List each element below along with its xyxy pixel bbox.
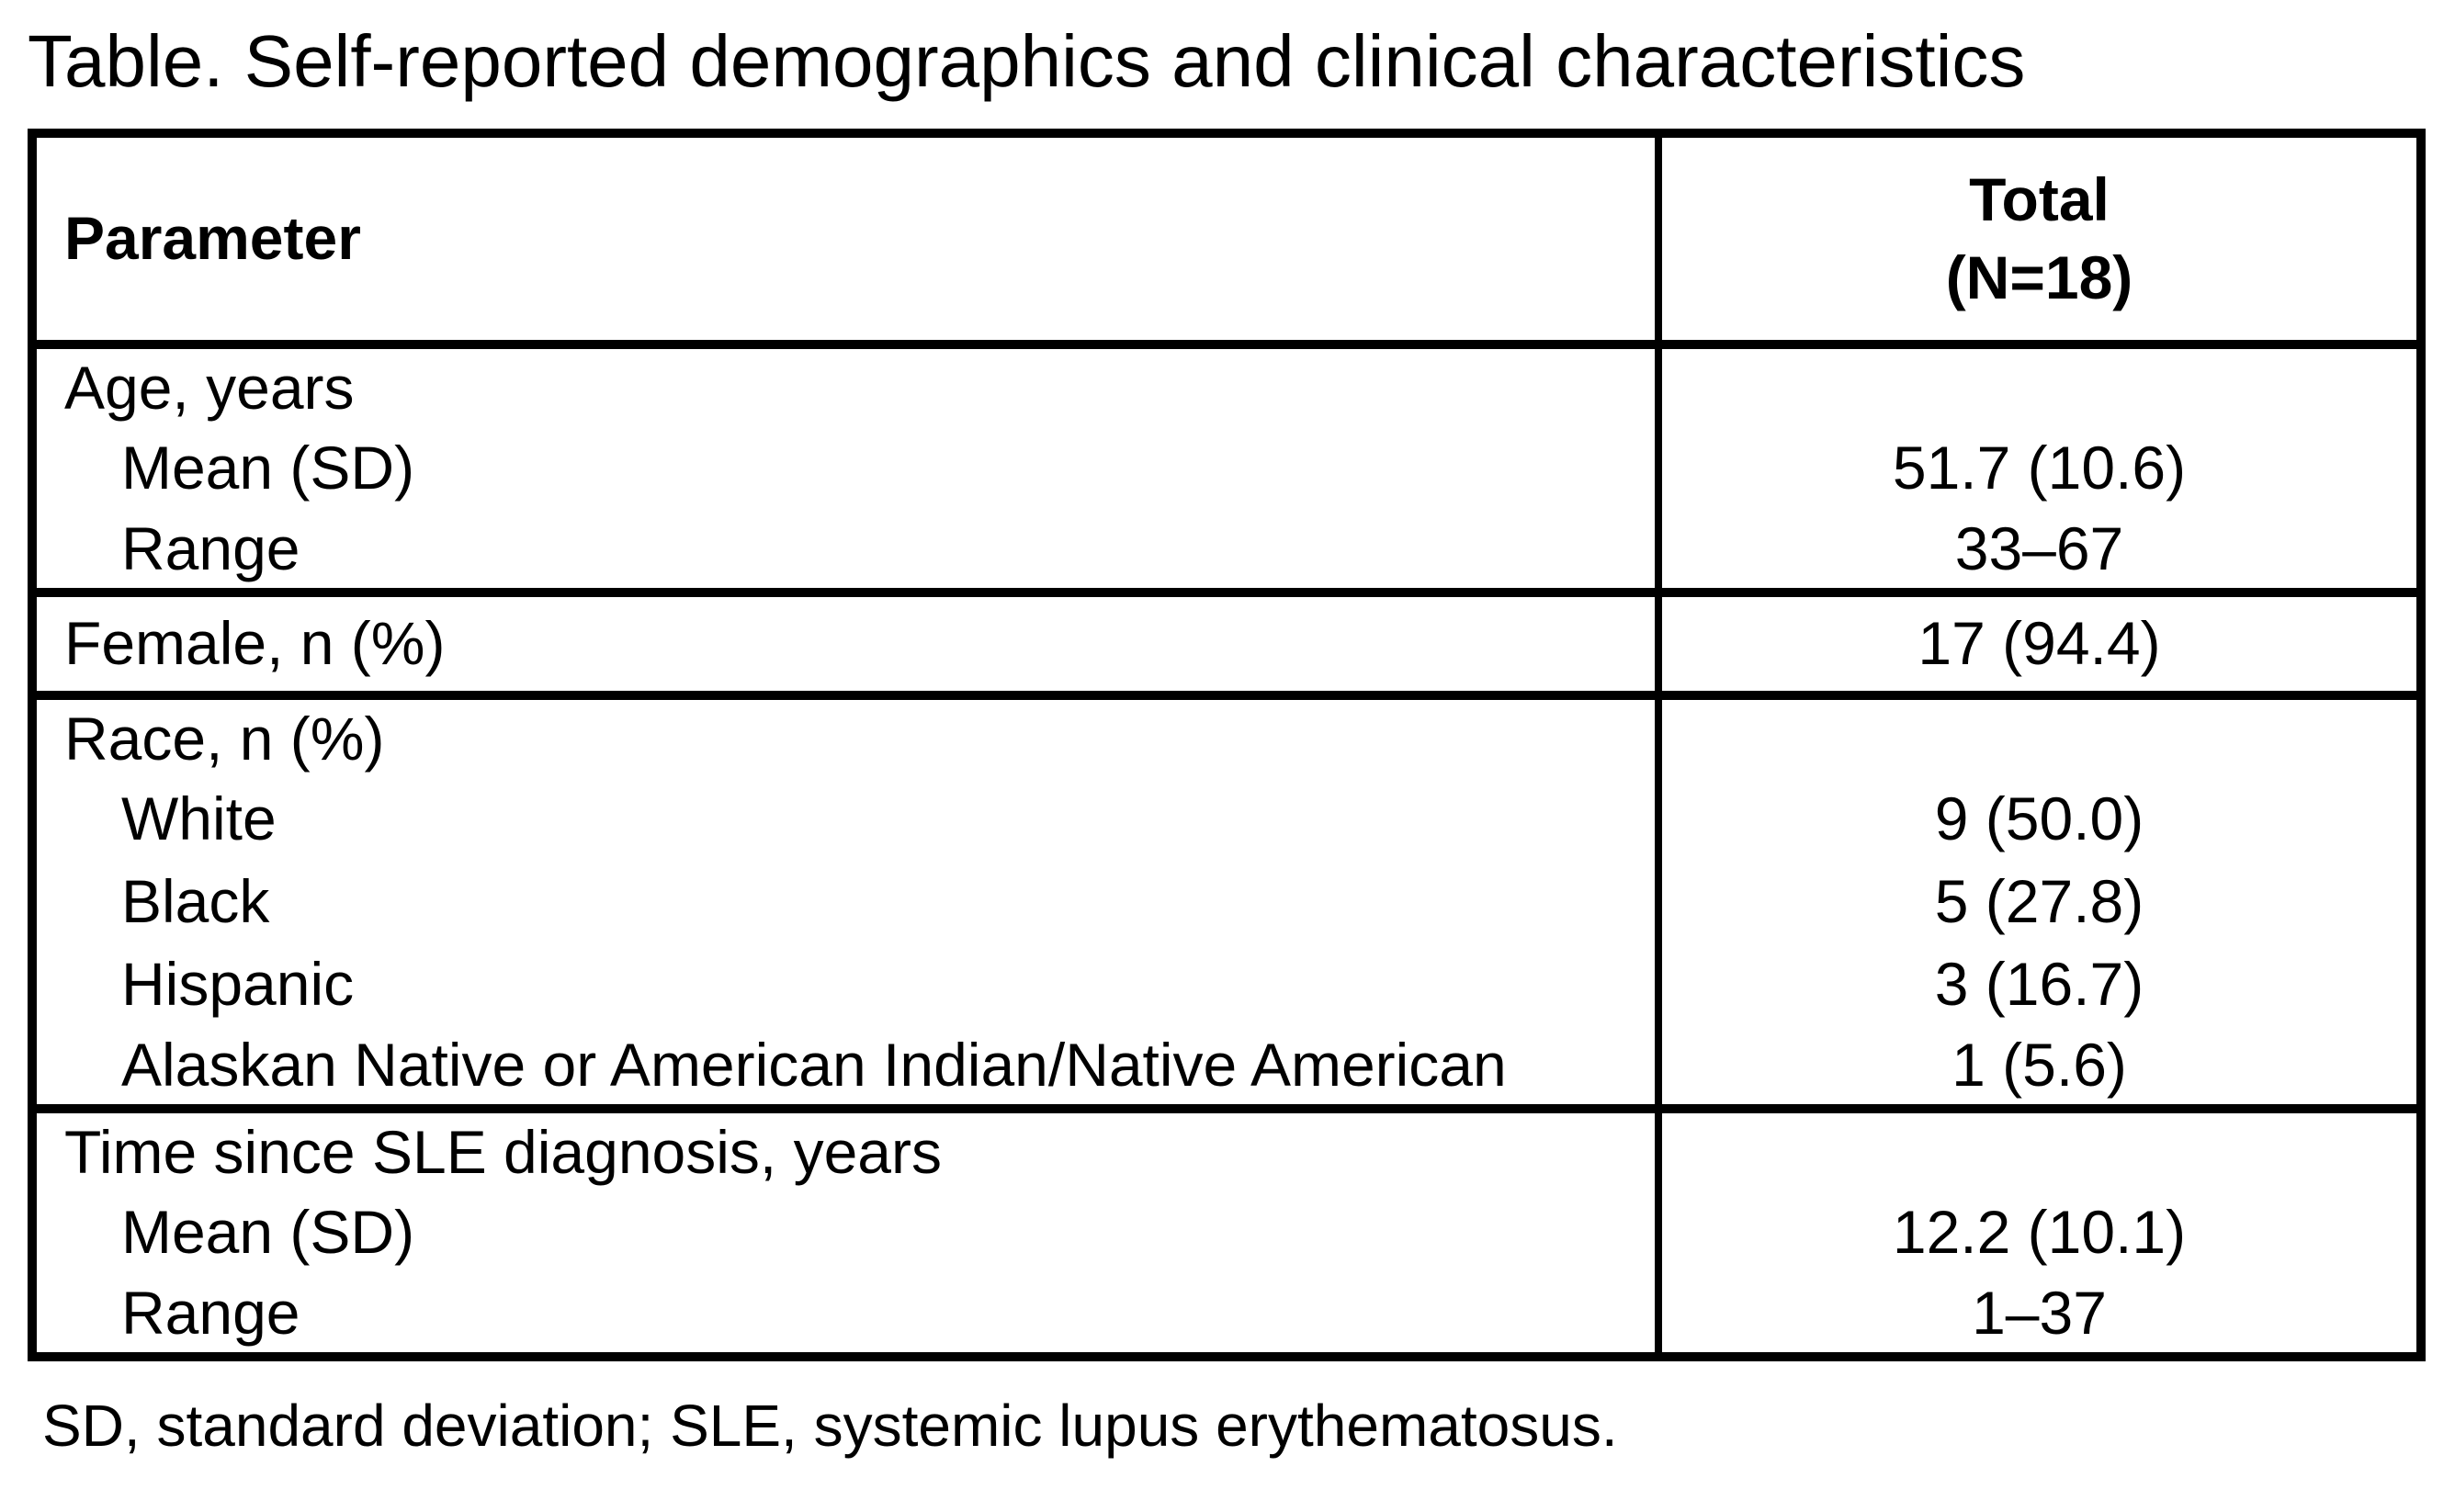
row-value-cell — [1658, 344, 2421, 427]
row-value-cell: 1 (5.6) — [1952, 1030, 2127, 1099]
row-value-cell: 12.2 (10.1) — [1892, 1198, 2187, 1266]
row-value-cell: 9 (50.0) — [1934, 784, 2144, 852]
table-row: Black 5 (27.8) — [32, 860, 2421, 943]
header-row: Parameter Total (N=18) — [32, 132, 2421, 349]
row-value-cell: 5 (27.8) — [1934, 867, 2144, 935]
table-row: White 9 (50.0) — [32, 777, 2421, 861]
row-value-cell: 33–67 — [1954, 513, 2124, 582]
row-value-cell — [1658, 1103, 2421, 1191]
total-header-line1: Total — [1969, 165, 2110, 234]
table-row: Range 1–37 — [32, 1273, 2421, 1357]
row-value-cell: 51.7 (10.6) — [1892, 434, 2187, 502]
row-label-cell: Range — [32, 509, 1662, 592]
row-label-cell: Race, n (%) — [32, 690, 1662, 778]
table-row: Alaskan Native or American Indian/Native… — [32, 1025, 2421, 1109]
row-label-cell: Alaskan Native or American Indian/Native… — [32, 1025, 1662, 1109]
row-value-cell: 3 (16.7) — [1934, 950, 2144, 1018]
table-row: Hispanic 3 (16.7) — [32, 942, 2421, 1026]
row-label-cell: Age, years — [32, 344, 1662, 427]
table-row: Mean (SD) 51.7 (10.6) — [32, 426, 2421, 510]
table-row: Age, years — [32, 344, 2421, 427]
table-row: Range 33–67 — [32, 509, 2421, 592]
row-label-cell: Range — [32, 1273, 1662, 1357]
table-row: Female, n (%) 17 (94.4) — [32, 587, 2421, 695]
row-label-cell: Black — [32, 860, 1662, 943]
total-header-line2: (N=18) — [1945, 243, 2133, 311]
table-row: Time since SLE diagnosis, years — [32, 1103, 2421, 1191]
table-row: Mean (SD) 12.2 (10.1) — [32, 1190, 2421, 1274]
row-label-cell: Mean (SD) — [32, 426, 1662, 510]
row-value-cell: 1–37 — [1972, 1278, 2107, 1347]
row-label-cell: White — [32, 777, 1662, 861]
table-body: Age, years Mean (SD) 51.7 (10.6) Range 33–67… — [32, 344, 2421, 1357]
row-label-cell: Time since SLE diagnosis, years — [32, 1103, 1662, 1191]
table-title: Table. Self-reported demographics and cl… — [28, 20, 2026, 102]
demographics-table: Parameter Total (N=18) Age, years Mean (S… — [28, 128, 2426, 1361]
column-header-parameter: Parameter — [32, 132, 1662, 349]
row-label-cell: Hispanic — [32, 942, 1662, 1026]
row-value-cell — [1658, 690, 2421, 778]
table-row: Race, n (%) — [32, 690, 2421, 778]
row-label-cell: Mean (SD) — [32, 1190, 1662, 1274]
table-footnote: SD, standard deviation; SLE, systemic lu… — [42, 1392, 1618, 1459]
row-value-cell: 17 (94.4) — [1658, 587, 2421, 695]
column-header-total: Total (N=18) — [1658, 132, 2421, 349]
row-label-cell: Female, n (%) — [32, 587, 1662, 695]
